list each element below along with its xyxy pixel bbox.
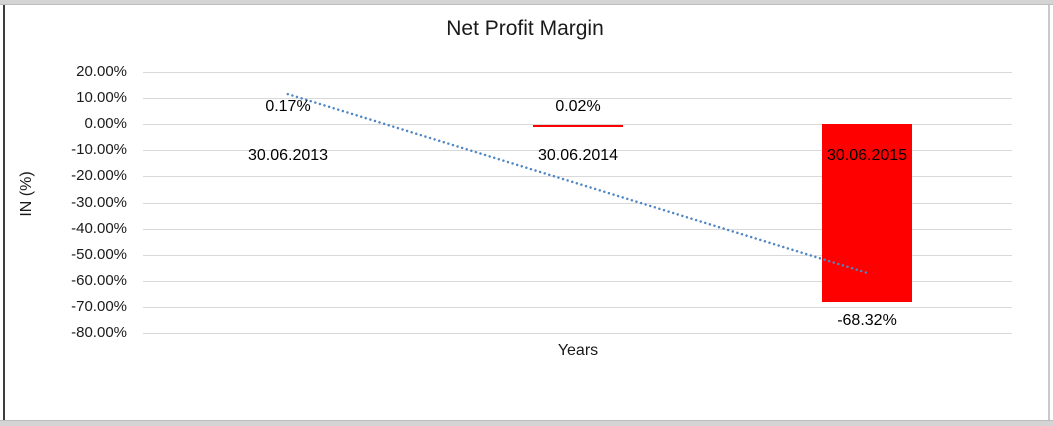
gridline xyxy=(143,281,1012,282)
window-left-border xyxy=(3,5,5,420)
y-tick-label: -70.00% xyxy=(71,298,127,315)
data-label: -68.32% xyxy=(837,312,897,329)
y-tick-label: -20.00% xyxy=(71,167,127,184)
category-label: 30.06.2013 xyxy=(247,147,329,164)
window-top-edge xyxy=(0,0,1053,5)
y-tick-label: -30.00% xyxy=(71,194,127,211)
y-tick-label: 20.00% xyxy=(76,63,127,80)
window-bottom-edge xyxy=(0,420,1053,426)
bar-30.06.2014 xyxy=(533,125,623,127)
category-label: 30.06.2015 xyxy=(826,147,908,164)
y-tick-label: 10.00% xyxy=(76,89,127,106)
gridline xyxy=(143,333,1012,334)
y-axis-title: IN (%) xyxy=(18,171,35,217)
y-tick-label: -60.00% xyxy=(71,272,127,289)
y-tick-label: -10.00% xyxy=(71,141,127,158)
y-tick-label: -40.00% xyxy=(71,220,127,237)
y-tick-label: -80.00% xyxy=(71,324,127,341)
linear-trendline xyxy=(286,92,869,275)
y-tick-label: -50.00% xyxy=(71,246,127,263)
window-right-border xyxy=(1048,5,1050,420)
chart-title: Net Profit Margin xyxy=(446,17,604,40)
gridline xyxy=(143,72,1012,73)
data-label: 0.02% xyxy=(555,98,601,115)
y-tick-label: 0.00% xyxy=(84,115,127,132)
data-label: 0.17% xyxy=(265,98,311,115)
category-label: 30.06.2014 xyxy=(537,147,619,164)
x-axis-title: Years xyxy=(557,342,599,359)
gridline xyxy=(143,307,1012,308)
